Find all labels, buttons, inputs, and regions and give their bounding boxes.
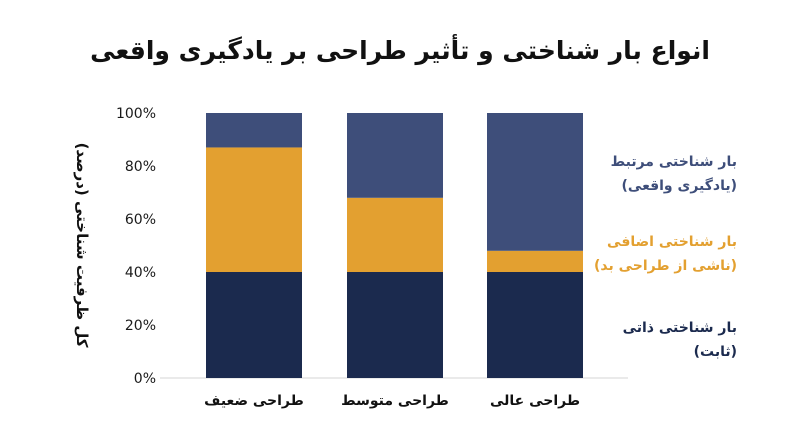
- y-tick-label: 20%: [125, 318, 156, 334]
- bar-segment-series-0-cat-2: [487, 272, 583, 378]
- y-tick-label: 60%: [125, 212, 156, 228]
- legend-sublabel: (ثابت): [693, 344, 737, 360]
- y-axis-label: کل ظرفیت شناختی (درصد): [73, 143, 91, 348]
- legend-label: بار شناختی اضافی: [607, 234, 737, 250]
- y-tick-label: 100%: [116, 106, 156, 122]
- y-tick-labels: 0% 20% 40% 60% 80% 100%: [116, 106, 156, 387]
- bar-segment-series-1-cat-0: [206, 147, 302, 272]
- x-category-label: طراحی عالی: [490, 393, 580, 409]
- category-labels: طراحی ضعیف طراحی متوسط طراحی عالی: [204, 393, 580, 409]
- bar-segment-series-1-cat-1: [347, 197, 443, 272]
- bar-segment-series-2-cat-2: [487, 113, 583, 251]
- legend-label: بار شناختی مرتبط: [610, 154, 737, 170]
- y-tick-label: 40%: [125, 265, 156, 281]
- legend-sublabel: (ناشی از طراحی بد): [593, 258, 737, 274]
- chart-title: انواع بار شناختی و تأثیر طراحی بر یادگیر…: [90, 36, 710, 65]
- legend-item-intrinsic-load: بار شناختی ذاتی (ثابت): [585, 316, 737, 364]
- legend-label: بار شناختی ذاتی: [622, 320, 737, 336]
- bar-segment-series-0-cat-0: [206, 272, 302, 378]
- bar-segment-series-0-cat-1: [347, 272, 443, 378]
- legend-item-related-load: بار شناختی مرتبط (یادگیری واقعی): [585, 150, 737, 198]
- bar-segment-series-2-cat-0: [206, 113, 302, 148]
- y-tick-label: 80%: [125, 159, 156, 175]
- y-tick-label: 0%: [134, 371, 156, 387]
- x-category-label: طراحی متوسط: [341, 393, 449, 409]
- legend-sublabel: (یادگیری واقعی): [621, 178, 738, 194]
- legend-item-extraneous-load: بار شناختی اضافی (ناشی از طراحی بد): [585, 230, 737, 278]
- bar-segment-series-1-cat-2: [487, 250, 583, 272]
- x-category-label: طراحی ضعیف: [204, 393, 304, 409]
- bars: [206, 113, 583, 378]
- bar-segment-series-2-cat-1: [347, 113, 443, 198]
